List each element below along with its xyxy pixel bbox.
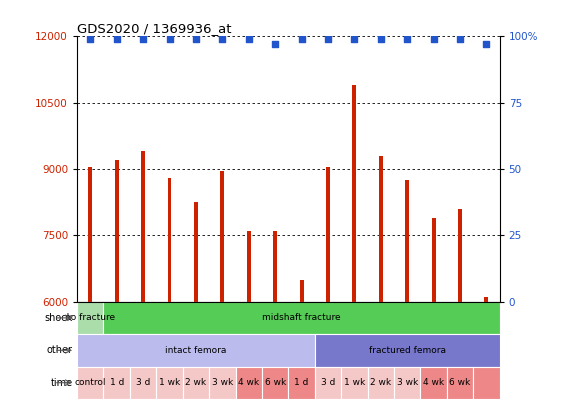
Bar [103,367,130,399]
Text: 3 wk: 3 wk [212,378,233,387]
Point [191,36,200,43]
Bar [394,367,420,399]
Bar [247,231,251,302]
Text: control: control [75,378,106,387]
Bar [420,367,447,399]
Text: fractured femora: fractured femora [369,346,446,355]
Text: 1 wk: 1 wk [159,378,180,387]
Bar [341,367,368,399]
Text: 1 d: 1 d [110,378,124,387]
Text: intact femora: intact femora [165,346,227,355]
Text: GDS2020 / 1369936_at: GDS2020 / 1369936_at [77,22,232,35]
Point [139,36,148,43]
Bar [77,302,103,334]
Text: 6 wk: 6 wk [264,378,286,387]
Text: 2 wk: 2 wk [370,378,391,387]
Point [86,36,95,43]
Bar [115,160,119,302]
Text: shock: shock [45,313,73,323]
Point [403,36,412,43]
Text: 1 wk: 1 wk [344,378,365,387]
Text: 4 wk: 4 wk [238,378,259,387]
Bar [368,367,394,399]
Point [429,36,438,43]
Bar [326,167,330,302]
Text: 3 wk: 3 wk [397,378,418,387]
Point [244,36,254,43]
Bar [379,156,383,302]
Point [456,36,465,43]
Text: 6 wk: 6 wk [449,378,471,387]
Text: 3 d: 3 d [136,378,150,387]
Bar [89,167,93,302]
Text: 1 d: 1 d [295,378,309,387]
Bar [473,367,500,399]
Bar [194,202,198,302]
Bar [447,367,473,399]
Bar [458,209,462,302]
Text: other: other [47,345,73,355]
Bar [352,85,356,302]
Bar [220,171,224,302]
Text: no fracture: no fracture [65,313,115,322]
Bar [235,367,262,399]
Bar [141,151,145,302]
Bar [315,334,500,367]
Bar [77,334,315,367]
Bar [209,367,235,399]
Bar [405,180,409,302]
Bar [130,367,156,399]
Text: 4 wk: 4 wk [423,378,444,387]
Point [165,36,174,43]
Bar [300,279,304,302]
Text: midshaft fracture: midshaft fracture [262,313,341,322]
Point [297,36,306,43]
Bar [156,367,183,399]
Point [376,36,385,43]
Text: 2 wk: 2 wk [186,378,207,387]
Text: 3 d: 3 d [321,378,335,387]
Bar [262,367,288,399]
Bar [167,178,171,302]
Point [112,36,121,43]
Point [218,36,227,43]
Text: time: time [51,378,73,388]
Point [271,41,280,48]
Bar [77,367,103,399]
Bar [288,367,315,399]
Bar [183,367,209,399]
Bar [432,217,436,302]
Bar [315,367,341,399]
Point [350,36,359,43]
Bar [484,297,488,302]
Point [482,41,491,48]
Point [323,36,332,43]
Bar [273,231,277,302]
